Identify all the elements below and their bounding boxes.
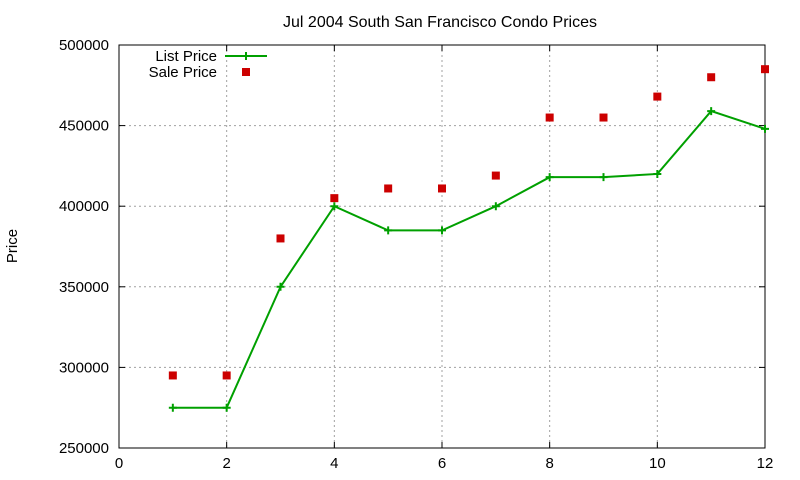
list-price-point xyxy=(384,226,393,235)
list-price-point xyxy=(599,173,608,182)
y-tick-label: 450000 xyxy=(59,118,109,135)
sale-price-point xyxy=(491,171,500,180)
sale-price-point xyxy=(276,234,285,243)
x-tick-label: 4 xyxy=(330,455,338,472)
y-tick-label: 350000 xyxy=(59,279,109,296)
x-tick-label: 8 xyxy=(545,455,553,472)
list-price-point xyxy=(653,169,662,178)
legend-marker-list-price xyxy=(242,52,250,60)
sale-price-point xyxy=(653,92,662,101)
sale-price-point xyxy=(438,184,446,193)
list-price-point xyxy=(276,282,285,291)
legend-label-sale-price: Sale Price xyxy=(149,64,217,81)
x-tick-label: 2 xyxy=(222,455,230,472)
y-tick-label: 500000 xyxy=(59,37,109,54)
sale-price-point xyxy=(384,184,393,193)
sale-price-point xyxy=(330,194,339,203)
list-price-point xyxy=(707,107,716,116)
x-tick-label: 10 xyxy=(649,455,666,472)
y-tick-label: 250000 xyxy=(59,440,109,457)
list-price-point xyxy=(545,173,554,182)
axis-ticks: 0 2 4 6 8 10 12 250000 300000 350000 400000 450000 5… xyxy=(59,37,773,472)
legend-marker-sale-price xyxy=(242,68,250,76)
x-tick-label: 12 xyxy=(757,455,774,472)
y-tick-label: 300000 xyxy=(59,359,109,376)
list-price-point xyxy=(761,124,769,133)
list-price-point xyxy=(330,202,339,211)
list-price-point xyxy=(491,202,500,211)
list-price-point xyxy=(222,403,231,412)
chart-title: Jul 2004 South San Francisco Condo Price… xyxy=(283,14,597,31)
legend-label-list-price: List Price xyxy=(155,48,217,65)
series xyxy=(168,65,769,412)
grid xyxy=(119,45,765,448)
sale-price-point xyxy=(545,113,554,122)
sale-price-point xyxy=(707,73,716,82)
list-price-point xyxy=(168,403,177,412)
x-tick-label: 6 xyxy=(438,455,446,472)
sale-price-point xyxy=(761,65,769,74)
list-price-line xyxy=(172,109,766,409)
list-price-point xyxy=(438,226,446,235)
y-axis-label: Price xyxy=(4,229,21,263)
x-tick-label: 0 xyxy=(115,455,123,472)
y-tick-label: 400000 xyxy=(59,198,109,215)
legend: List Price Sale Price xyxy=(149,48,267,81)
sale-price-point xyxy=(222,371,231,380)
sale-price-point xyxy=(599,113,608,122)
sale-price-point xyxy=(168,371,177,380)
